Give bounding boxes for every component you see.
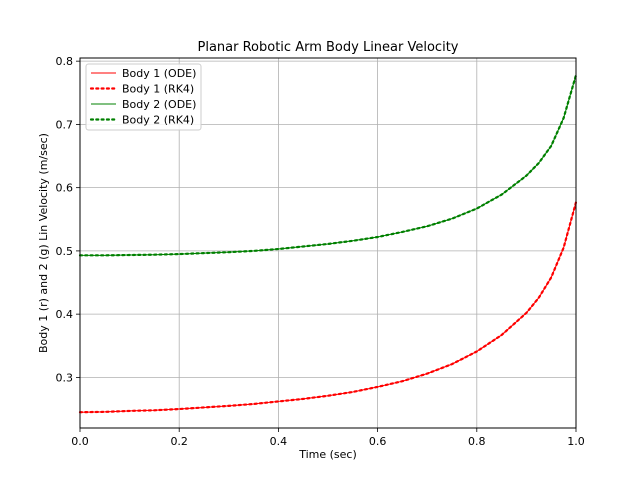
legend-label: Body 2 (RK4)	[122, 114, 194, 127]
plot-frame	[79, 57, 577, 429]
y-tick-label: 0.6	[56, 182, 74, 195]
series-line-body-1-rk4	[78, 201, 578, 414]
legend-box	[85, 63, 202, 131]
chart-title: Planar Robotic Arm Body Linear Velocity	[198, 40, 459, 55]
y-tick-label: 0.4	[56, 308, 74, 321]
x-tick-label: 1.0	[567, 435, 585, 448]
x-tick-label: 0.6	[369, 435, 387, 448]
series-line-body-2-rk4	[78, 73, 578, 257]
x-tick-label: 0.4	[270, 435, 288, 448]
y-axis-label: Body 1 (r) and 2 (g) Lin Velocity (m/sec…	[37, 133, 50, 353]
x-tick-label: 0.8	[468, 435, 486, 448]
series-line-body-1-ode	[79, 202, 577, 413]
y-tick-label: 0.5	[56, 245, 74, 258]
axis-ticks: 0.0 0.2 0.4 0.6 0.8 1.0 0.3 0.4 0.5 0.6 0.7 0.8	[56, 55, 585, 448]
legend-label: Body 2 (ODE)	[122, 98, 196, 111]
legend-label: Body 1 (RK4)	[122, 83, 194, 96]
legend-label: Body 1 (ODE)	[122, 67, 196, 80]
x-tick-label: 0.2	[170, 435, 188, 448]
y-tick-label: 0.8	[56, 55, 74, 68]
x-tick-label: 0.0	[71, 435, 89, 448]
x-axis-label: Time (sec)	[298, 448, 357, 461]
legend: Body 1 (ODE) Body 1 (RK4) Body 2 (ODE) Body…	[85, 63, 202, 131]
y-tick-label: 0.3	[56, 371, 74, 384]
y-tick-label: 0.7	[56, 118, 74, 131]
plot-area	[78, 73, 578, 414]
